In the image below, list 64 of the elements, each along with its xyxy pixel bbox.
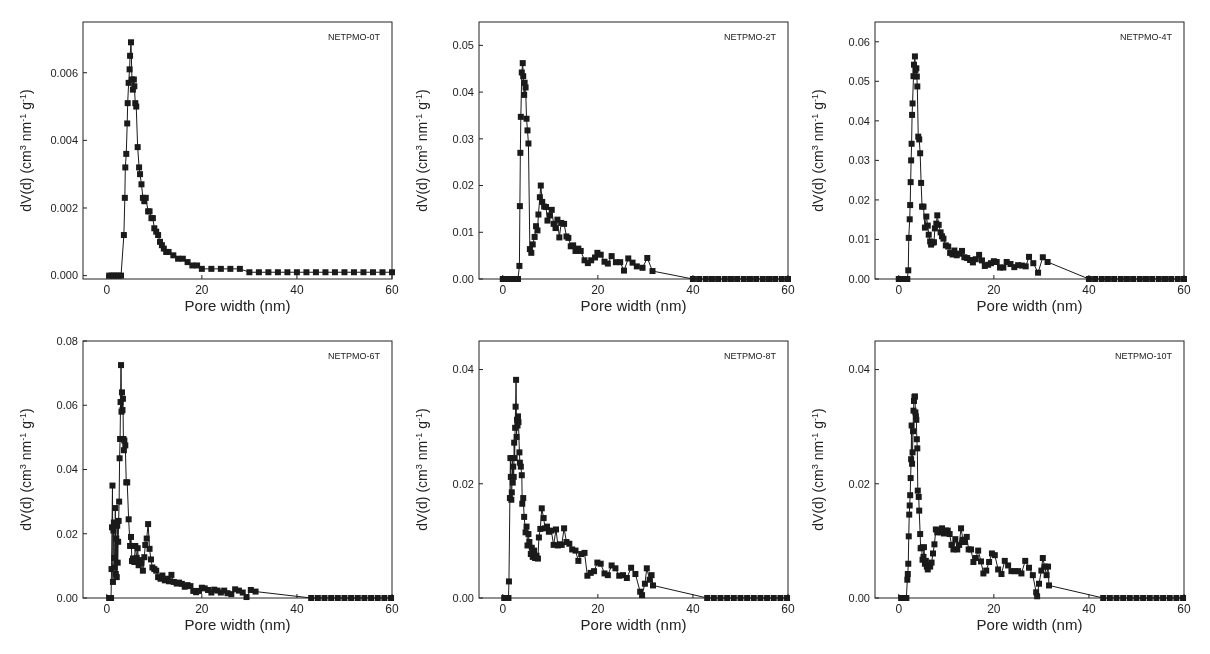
y-tick-label: 0.08 (56, 334, 78, 347)
x-tick-label: 60 (781, 283, 795, 297)
y-tick-label: 0.06 (56, 399, 78, 412)
y-tick-label: 0.004 (50, 134, 78, 147)
y-tick-label: 0.02 (452, 179, 474, 192)
y-tick-label: 0.05 (452, 39, 474, 52)
y-tick-label: 0.00 (848, 272, 870, 285)
y-tick-label: 0.04 (452, 363, 474, 376)
x-axis-title: Pore width (nm) (184, 616, 291, 633)
y-tick-label: 0.04 (452, 85, 474, 98)
x-tick-label: 20 (987, 602, 1001, 616)
y-tick-label: 0.03 (452, 132, 474, 145)
x-tick-label: 60 (385, 602, 399, 616)
x-tick-label: 40 (1082, 602, 1096, 616)
x-tick-label: 20 (591, 602, 605, 616)
x-tick-label: 0 (103, 283, 111, 297)
x-tick-label: 40 (1082, 283, 1096, 297)
x-axis-title: Pore width (nm) (976, 616, 1083, 633)
x-tick-label: 20 (591, 283, 605, 297)
y-tick-label: 0.04 (848, 114, 870, 127)
annotation: NETPMO-10T (1114, 351, 1173, 361)
x-tick-label: 20 (987, 283, 1001, 297)
x-tick-label: 60 (1177, 283, 1191, 297)
y-tick-label: 0.00 (848, 591, 870, 604)
annotation: NETPMO-8T (723, 351, 777, 361)
y-tick-label: 0.000 (50, 269, 78, 282)
y-tick-label: 0.01 (848, 233, 870, 246)
y-tick-label: 0.006 (50, 66, 78, 79)
annotation: NETPMO-6T (327, 351, 381, 361)
x-axis-title: Pore width (nm) (580, 616, 687, 633)
y-tick-label: 0.03 (848, 154, 870, 167)
x-tick-label: 40 (686, 283, 700, 297)
y-tick-label: 0.00 (56, 591, 78, 604)
x-tick-label: 0 (103, 602, 111, 616)
y-tick-label: 0.002 (50, 201, 78, 214)
y-tick-label: 0.02 (848, 193, 870, 206)
x-tick-label: 0 (499, 602, 507, 616)
x-tick-label: 40 (686, 602, 700, 616)
x-tick-label: 60 (781, 602, 795, 616)
annotation: NETPMO-2T (723, 32, 777, 42)
x-tick-label: 40 (290, 602, 304, 616)
x-tick-label: 60 (385, 283, 399, 297)
x-tick-label: 0 (499, 283, 507, 297)
x-axis-title: Pore width (nm) (580, 297, 687, 314)
x-tick-label: 20 (195, 602, 209, 616)
x-axis-title: Pore width (nm) (976, 297, 1083, 314)
y-tick-label: 0.05 (848, 75, 870, 88)
y-tick-label: 0.00 (452, 272, 474, 285)
annotation: NETPMO-4T (1119, 32, 1173, 42)
y-tick-label: 0.04 (56, 463, 78, 476)
annotation: NETPMO-0T (327, 32, 381, 42)
x-tick-label: 20 (195, 283, 209, 297)
y-tick-label: 0.02 (56, 527, 78, 540)
y-tick-label: 0.04 (848, 363, 870, 376)
y-tick-label: 0.02 (848, 477, 870, 490)
y-tick-label: 0.01 (452, 226, 474, 239)
x-tick-label: 0 (895, 602, 903, 616)
x-tick-label: 60 (1177, 602, 1191, 616)
x-axis-title: Pore width (nm) (184, 297, 291, 314)
x-tick-label: 40 (290, 283, 304, 297)
y-tick-label: 0.06 (848, 35, 870, 48)
y-tick-label: 0.02 (452, 477, 474, 490)
x-tick-label: 0 (895, 283, 903, 297)
y-tick-label: 0.00 (452, 591, 474, 604)
